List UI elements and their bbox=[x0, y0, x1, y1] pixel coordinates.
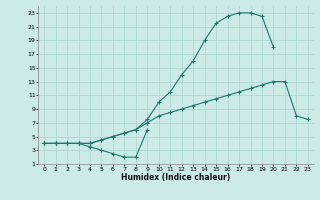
X-axis label: Humidex (Indice chaleur): Humidex (Indice chaleur) bbox=[121, 173, 231, 182]
